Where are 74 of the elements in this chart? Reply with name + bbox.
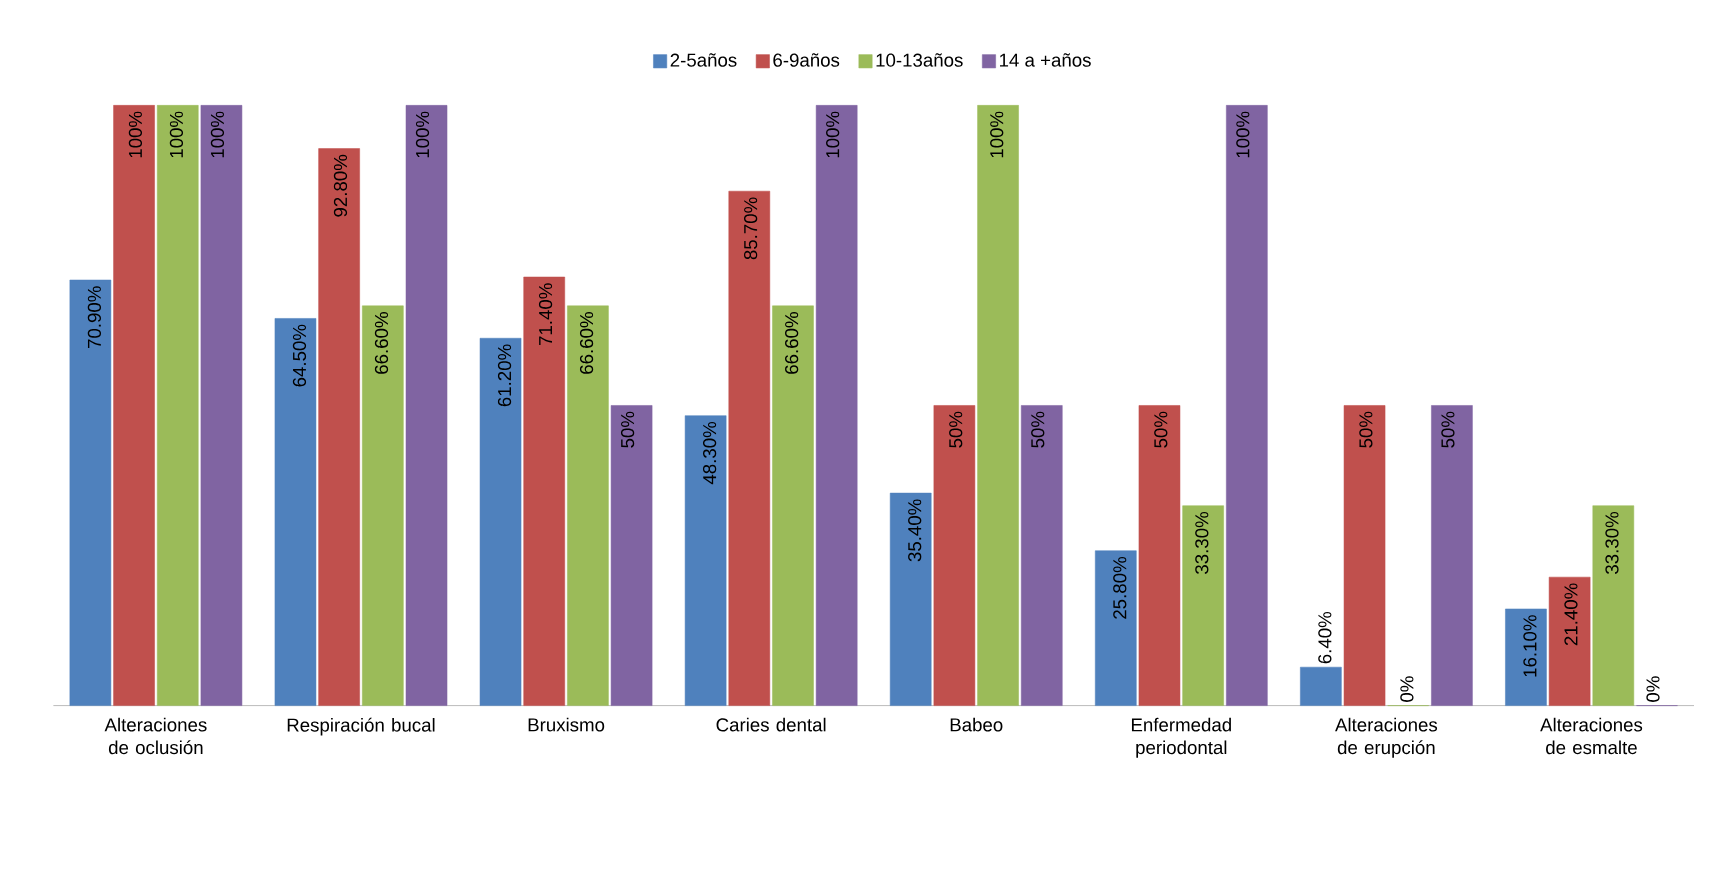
- bar: [523, 276, 565, 706]
- bar: [1505, 608, 1547, 706]
- bar: [156, 104, 199, 706]
- bar: [362, 305, 404, 706]
- x-tick-label: Respiración bucal: [287, 717, 435, 736]
- legend-label: 6-9años: [773, 53, 840, 67]
- x-tick-label: Alteraciones de erupción: [1335, 717, 1438, 758]
- x-tick-label: Alteraciones de esmalte: [1540, 717, 1643, 755]
- data-label: 50%: [949, 411, 963, 448]
- bar: [113, 104, 155, 706]
- data-label: 50%: [1441, 411, 1455, 448]
- bar: [1182, 505, 1224, 706]
- bar: [1020, 405, 1063, 706]
- x-tick-label: Bruxismo: [528, 717, 605, 732]
- bar: [318, 148, 360, 706]
- bar: [274, 318, 317, 706]
- data-label: 50%: [1154, 411, 1168, 448]
- data-label: 61.20%: [497, 344, 512, 407]
- data-label: 0%: [1400, 676, 1414, 702]
- data-label: 85.70%: [744, 197, 758, 260]
- data-label: 66.60%: [785, 311, 799, 374]
- data-label: 33.30%: [1605, 511, 1619, 574]
- legend-label: 10-13años: [876, 53, 963, 67]
- data-label: 21.40%: [1564, 583, 1578, 645]
- x-tick-label: Alteraciones de oclusión: [104, 717, 207, 755]
- bar: [479, 337, 522, 706]
- bar: [567, 305, 609, 706]
- data-label: 100%: [169, 111, 184, 158]
- data-label: 92.80%: [333, 154, 348, 217]
- data-label: 50%: [1031, 411, 1045, 448]
- bar: [69, 279, 112, 706]
- legend-label: 14 a +años: [1000, 53, 1091, 67]
- data-label: 25.80%: [1113, 556, 1127, 619]
- bar: [405, 104, 448, 706]
- data-label: 100%: [415, 111, 430, 158]
- data-label: 48.30%: [703, 421, 717, 485]
- bar: [684, 415, 727, 706]
- data-label: 66.60%: [374, 311, 389, 374]
- bar: [1226, 104, 1268, 706]
- bar: [1548, 576, 1591, 706]
- data-label: 100%: [826, 111, 840, 158]
- bar: [772, 305, 814, 706]
- bar: [815, 104, 858, 706]
- data-label: 50%: [620, 411, 635, 448]
- bar: [610, 405, 653, 706]
- data-label: 0%: [1646, 676, 1660, 702]
- data-label: 66.60%: [579, 311, 594, 374]
- bar: [1095, 550, 1137, 706]
- x-tick-label: Caries dental: [716, 717, 826, 732]
- data-label: 70.90%: [87, 286, 101, 348]
- bar: [1300, 666, 1342, 706]
- bar: [728, 190, 771, 706]
- data-label: 16.10%: [1523, 615, 1537, 677]
- bar: [933, 405, 976, 706]
- data-label: 100%: [210, 111, 225, 158]
- data-label: 33.30%: [1195, 511, 1209, 574]
- data-label: 50%: [1359, 411, 1373, 448]
- data-label: 100%: [990, 111, 1004, 158]
- x-tick-label: Enfermedad periodontal: [1131, 717, 1231, 758]
- data-label: 100%: [128, 111, 143, 158]
- bar: [1343, 405, 1386, 706]
- bar: [1138, 405, 1181, 706]
- bar: [889, 492, 932, 706]
- data-label: 71.40%: [538, 283, 553, 345]
- x-tick-label: Babeo: [950, 717, 1003, 732]
- bar: [1592, 505, 1635, 706]
- data-label: 35.40%: [908, 499, 922, 562]
- bar: [1431, 405, 1473, 706]
- legend-label: 2-5años: [670, 53, 737, 67]
- data-label: 64.50%: [292, 324, 307, 387]
- bar: [200, 104, 243, 706]
- data-label: 6.40%: [1318, 611, 1332, 664]
- bar: [977, 104, 1019, 706]
- data-label: 100%: [1236, 111, 1250, 158]
